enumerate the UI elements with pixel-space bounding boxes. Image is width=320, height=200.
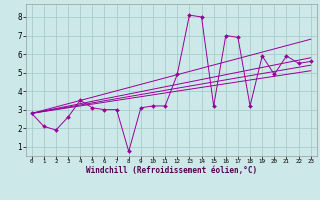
X-axis label: Windchill (Refroidissement éolien,°C): Windchill (Refroidissement éolien,°C) [86,166,257,175]
